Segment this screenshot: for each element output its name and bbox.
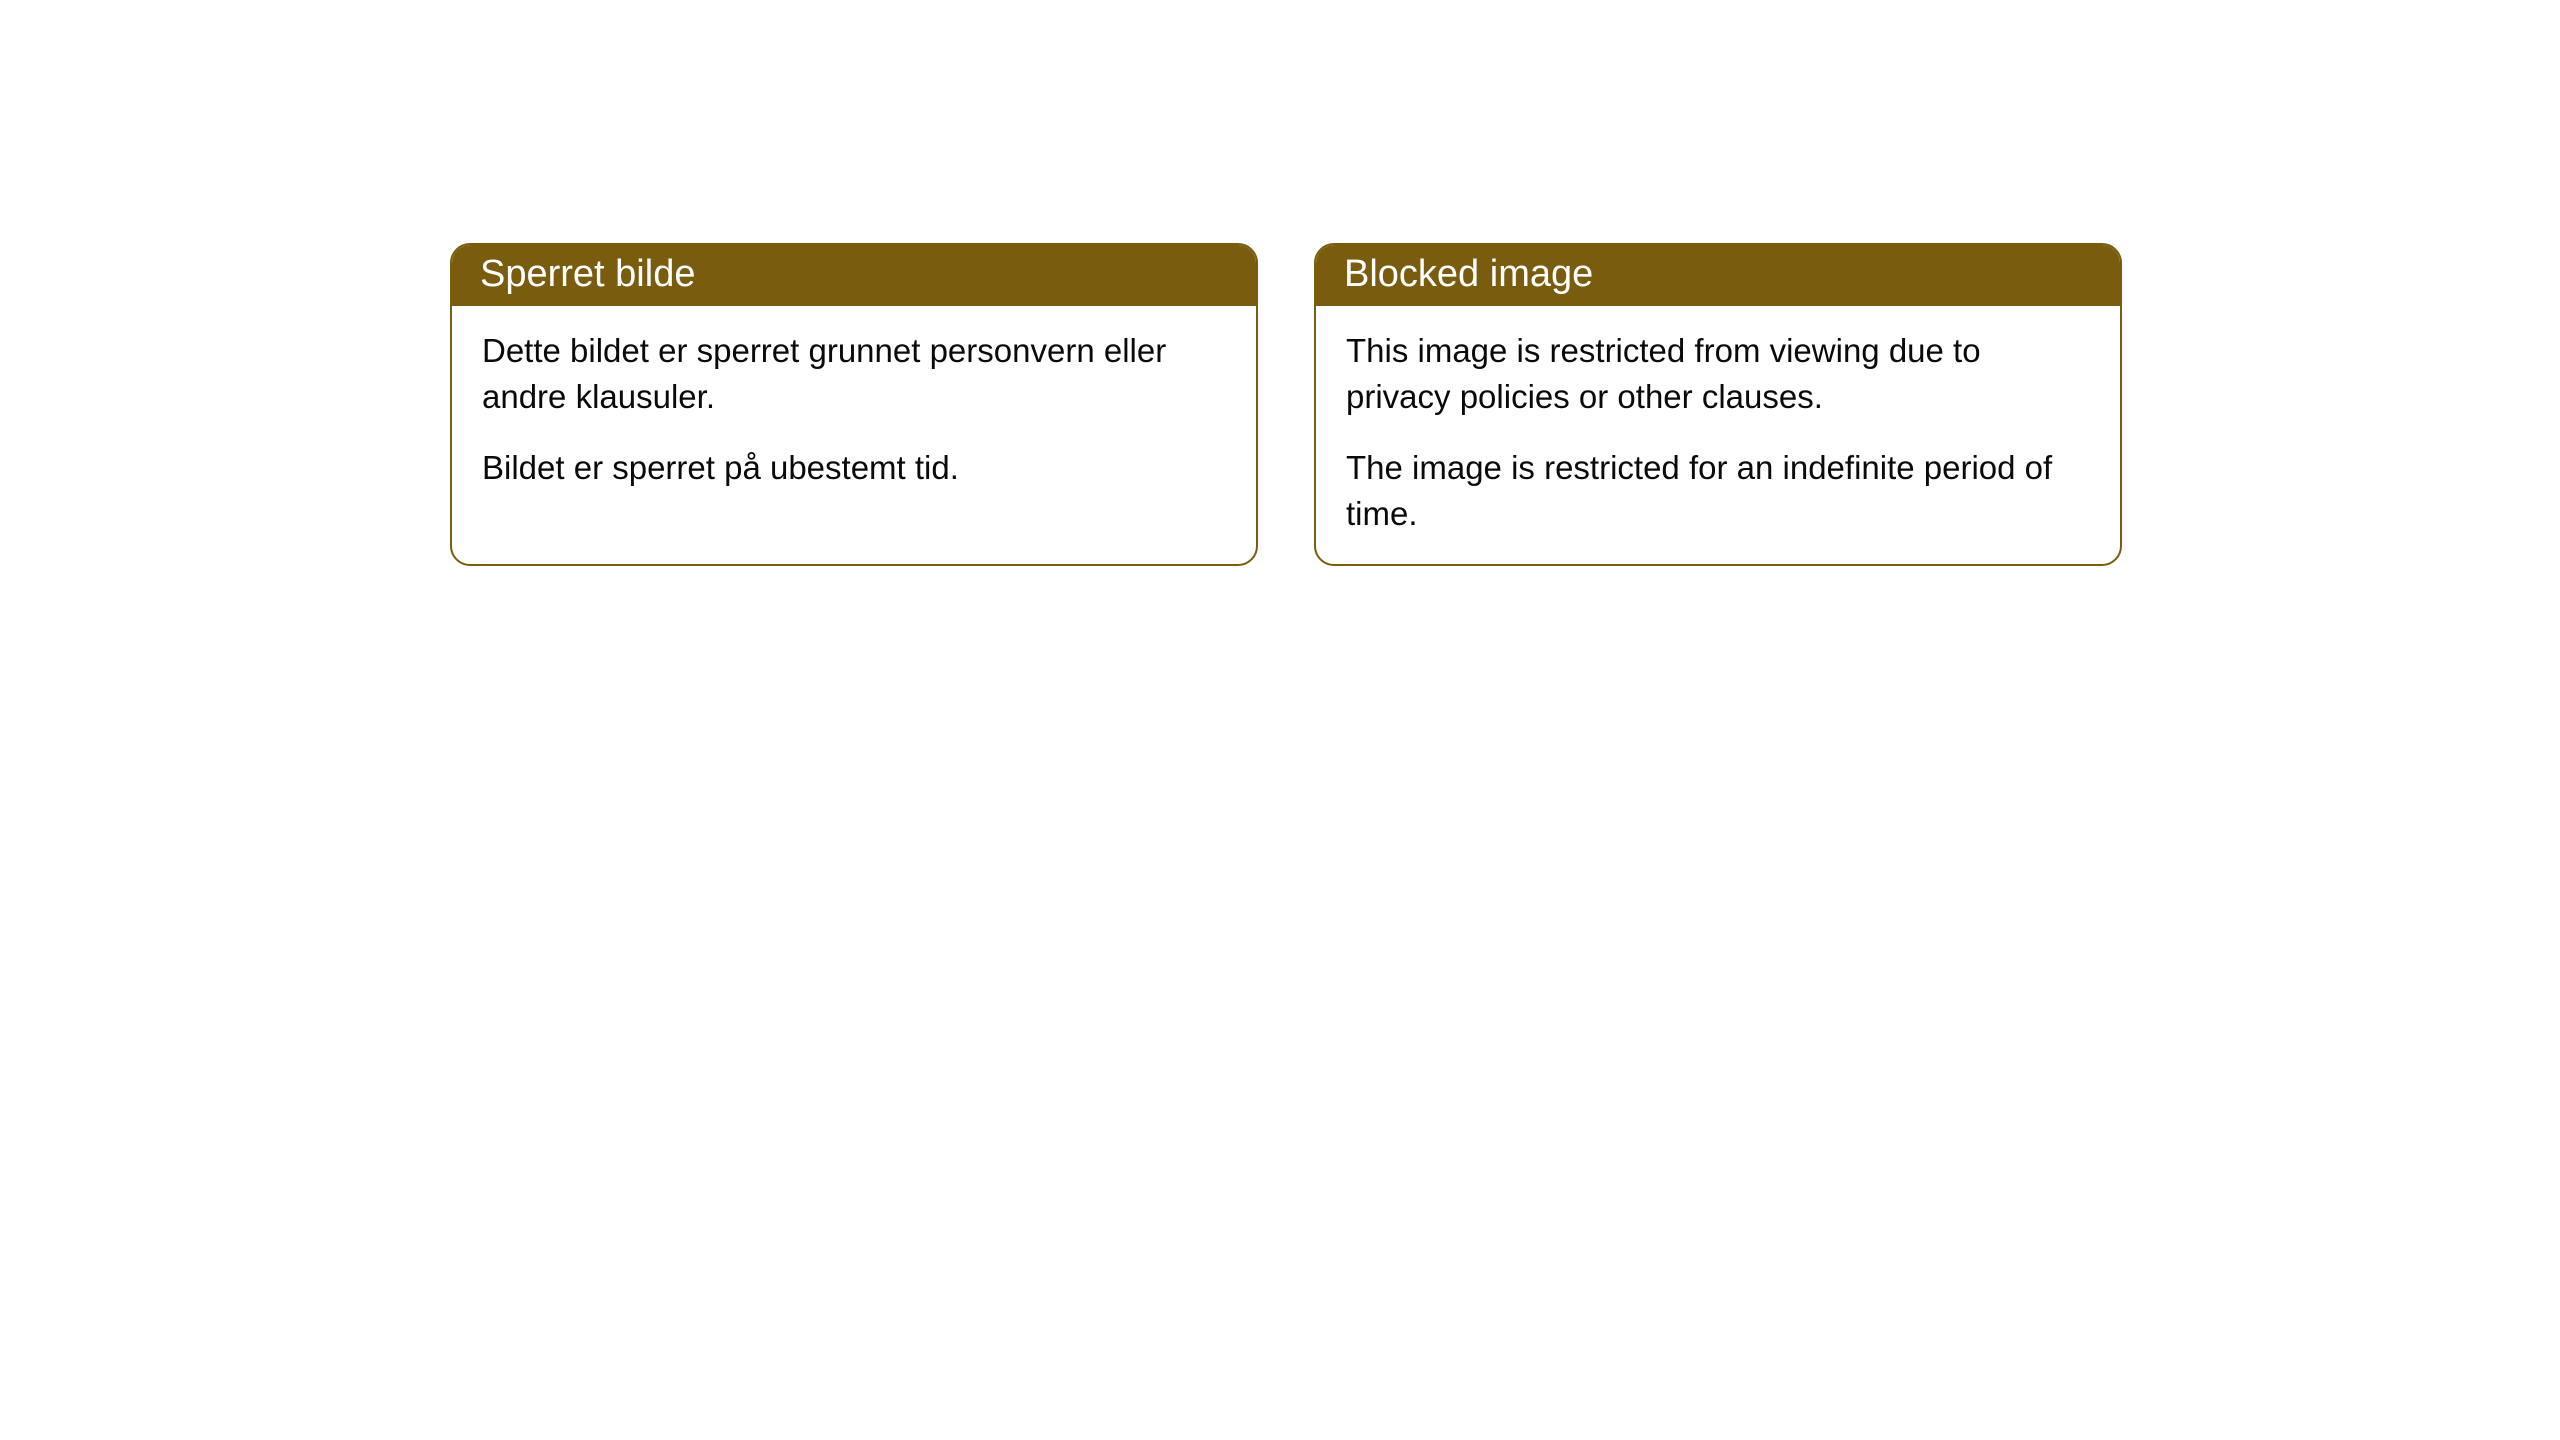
card-header: Blocked image — [1316, 245, 2120, 306]
blocked-image-card-english: Blocked image This image is restricted f… — [1314, 243, 2122, 566]
card-paragraph: The image is restricted for an indefinit… — [1346, 445, 2090, 536]
card-paragraph: This image is restricted from viewing du… — [1346, 328, 2090, 419]
notice-cards-container: Sperret bilde Dette bildet er sperret gr… — [450, 243, 2122, 566]
card-title: Sperret bilde — [480, 253, 695, 295]
card-title: Blocked image — [1344, 253, 1593, 295]
card-paragraph: Dette bildet er sperret grunnet personve… — [482, 328, 1226, 419]
card-header: Sperret bilde — [452, 245, 1256, 306]
blocked-image-card-norwegian: Sperret bilde Dette bildet er sperret gr… — [450, 243, 1258, 566]
card-body: This image is restricted from viewing du… — [1316, 306, 2120, 564]
card-body: Dette bildet er sperret grunnet personve… — [452, 306, 1256, 519]
card-paragraph: Bildet er sperret på ubestemt tid. — [482, 445, 1226, 491]
